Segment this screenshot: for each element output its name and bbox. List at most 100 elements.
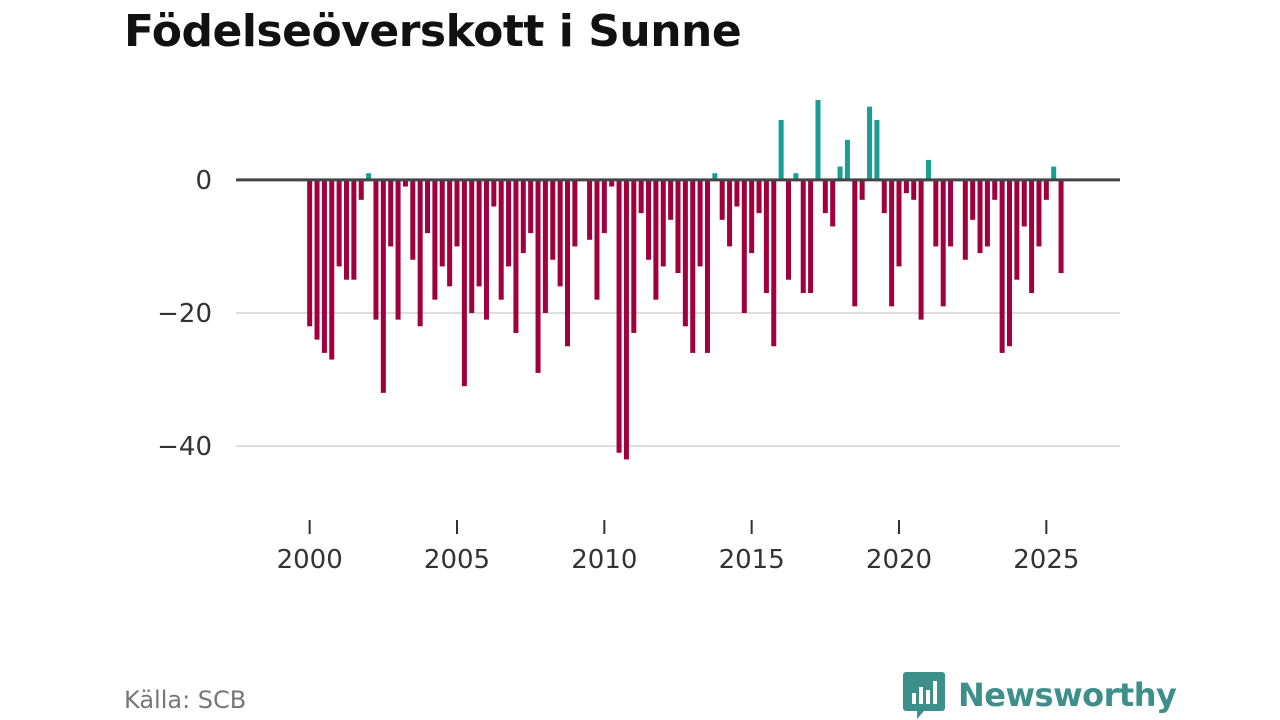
bar [1058, 179, 1064, 274]
bar [653, 179, 659, 300]
y-axis-labels: 0 −20 −40 [157, 166, 212, 462]
bar [461, 179, 467, 387]
bar [483, 179, 489, 320]
bar [778, 119, 784, 180]
y-tick-label: 0 [195, 166, 212, 196]
bar [837, 166, 843, 180]
bar [852, 179, 858, 307]
bar [498, 179, 504, 300]
bar [697, 179, 703, 267]
chart-title: Födelseöverskott i Sunne [124, 6, 742, 57]
bar [366, 173, 372, 180]
bar [417, 179, 423, 327]
bar [616, 179, 622, 453]
brand-name: Newsworthy [958, 676, 1177, 714]
bar [469, 179, 475, 313]
bar [822, 179, 828, 214]
bar [815, 100, 821, 180]
bar [550, 179, 556, 260]
bar [933, 179, 939, 247]
x-tick-label: 2020 [866, 545, 932, 575]
bar [763, 179, 769, 294]
bar [896, 179, 902, 267]
bar [948, 179, 954, 247]
bar [506, 179, 512, 267]
grid-lines [236, 311, 1120, 448]
bar [321, 179, 327, 353]
bar [631, 179, 637, 333]
bar [395, 179, 401, 320]
bar [690, 179, 696, 353]
bar [623, 179, 629, 460]
bar [1029, 179, 1035, 294]
bar [587, 179, 593, 240]
bar [1051, 166, 1057, 180]
bar [911, 179, 917, 200]
bar [329, 179, 335, 360]
bar [668, 179, 674, 220]
bar [307, 179, 313, 327]
bar [557, 179, 563, 287]
bar [859, 179, 865, 200]
bar [756, 179, 762, 214]
bar [1006, 179, 1013, 347]
bar [520, 179, 526, 254]
bar [1043, 179, 1049, 200]
bar [638, 179, 644, 214]
bar [712, 173, 718, 180]
bar [660, 179, 666, 267]
bar [874, 119, 880, 180]
bar [513, 179, 519, 333]
y-tick-label: −40 [157, 432, 212, 462]
bar [867, 106, 873, 180]
bar [432, 179, 438, 300]
bar [793, 173, 799, 180]
bar [970, 179, 976, 220]
bar [358, 179, 364, 200]
bar [727, 179, 733, 247]
bar [564, 179, 571, 347]
bar [749, 179, 755, 254]
bar [800, 179, 806, 294]
x-axis: 2000 2005 2010 2015 2020 2025 [277, 520, 1079, 575]
bar [719, 179, 725, 220]
bar [572, 179, 578, 247]
bar [1021, 179, 1027, 227]
bar [439, 179, 445, 267]
bar [410, 179, 416, 260]
bar [682, 179, 688, 327]
bars [307, 100, 1064, 460]
bar [675, 179, 681, 274]
bar [373, 179, 379, 320]
bar [388, 179, 394, 247]
bar [918, 179, 924, 320]
bar [1036, 179, 1042, 247]
bar [425, 179, 431, 234]
bar [447, 179, 453, 287]
y-tick-label: −20 [157, 299, 212, 329]
newsworthy-logo: Newsworthy [902, 670, 1177, 720]
bar [1014, 179, 1020, 280]
bar [925, 159, 931, 180]
x-tick-label: 2010 [571, 545, 637, 575]
bar [992, 179, 998, 200]
newsworthy-logo-icon [903, 672, 945, 719]
x-tick-label: 2005 [424, 545, 490, 575]
bar [940, 179, 946, 307]
bar [535, 179, 541, 373]
bar [646, 179, 652, 260]
bar [830, 179, 836, 227]
bar [601, 179, 607, 234]
bar [808, 179, 814, 294]
bar [343, 179, 350, 280]
bar [594, 179, 600, 300]
bar [741, 179, 747, 313]
bar [609, 179, 615, 187]
bar [454, 179, 460, 247]
bar [844, 139, 850, 180]
bar [491, 179, 497, 207]
bar [962, 179, 968, 260]
bar [734, 179, 740, 207]
bar [476, 179, 482, 287]
